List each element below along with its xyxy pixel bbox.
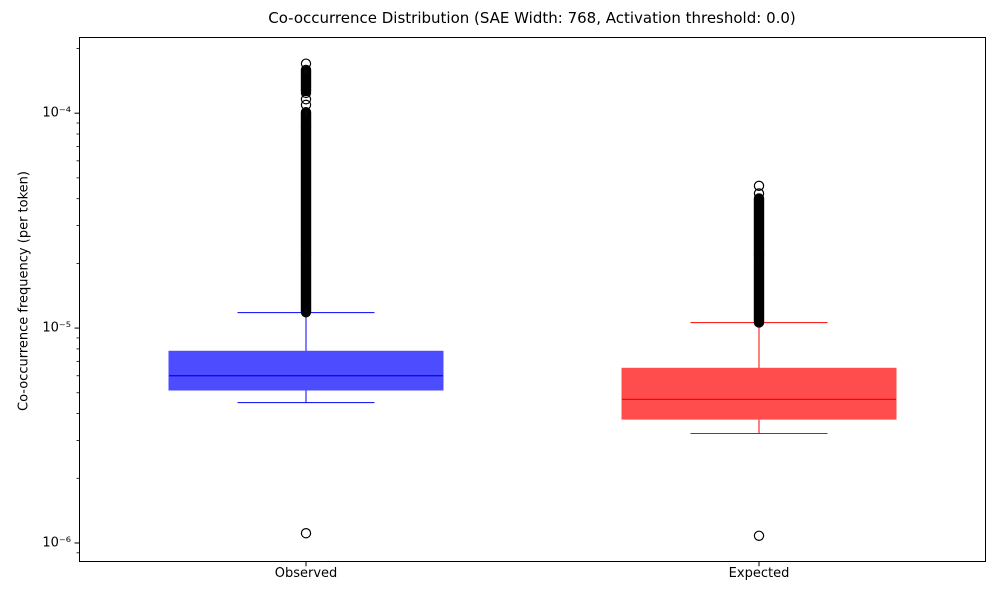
- x-tick-label-observed: Observed: [274, 566, 338, 581]
- observed-outlier-dense: [300, 307, 312, 318]
- y-tick-label-1e-5: 10⁻⁵: [42, 320, 71, 336]
- observed-outlier-high: [300, 94, 312, 105]
- y-tick-label-1e-6: 10⁻⁶: [42, 535, 71, 551]
- axes-frame: [79, 37, 986, 562]
- expected-box: [621, 367, 897, 420]
- x-tick-label-expected: Expected: [728, 566, 790, 581]
- observed-outlier-high: [300, 99, 312, 111]
- expected-outlier-high: [753, 180, 765, 192]
- y-tick-label-1e-4: 10⁻⁴: [42, 105, 71, 121]
- observed-box: [168, 350, 444, 391]
- observed-outlier-high: [300, 87, 312, 99]
- chart-title: Co-occurrence Distribution (SAE Width: 7…: [268, 9, 796, 27]
- expected-outlier-high: [753, 188, 765, 199]
- expected-outlier-low: [753, 530, 765, 541]
- observed-outlier-high: [300, 58, 312, 69]
- expected-outlier-dense: [753, 317, 765, 328]
- observed-outlier-low: [300, 528, 312, 539]
- y-axis-label: Co-occurrence frequency (per token): [16, 171, 32, 411]
